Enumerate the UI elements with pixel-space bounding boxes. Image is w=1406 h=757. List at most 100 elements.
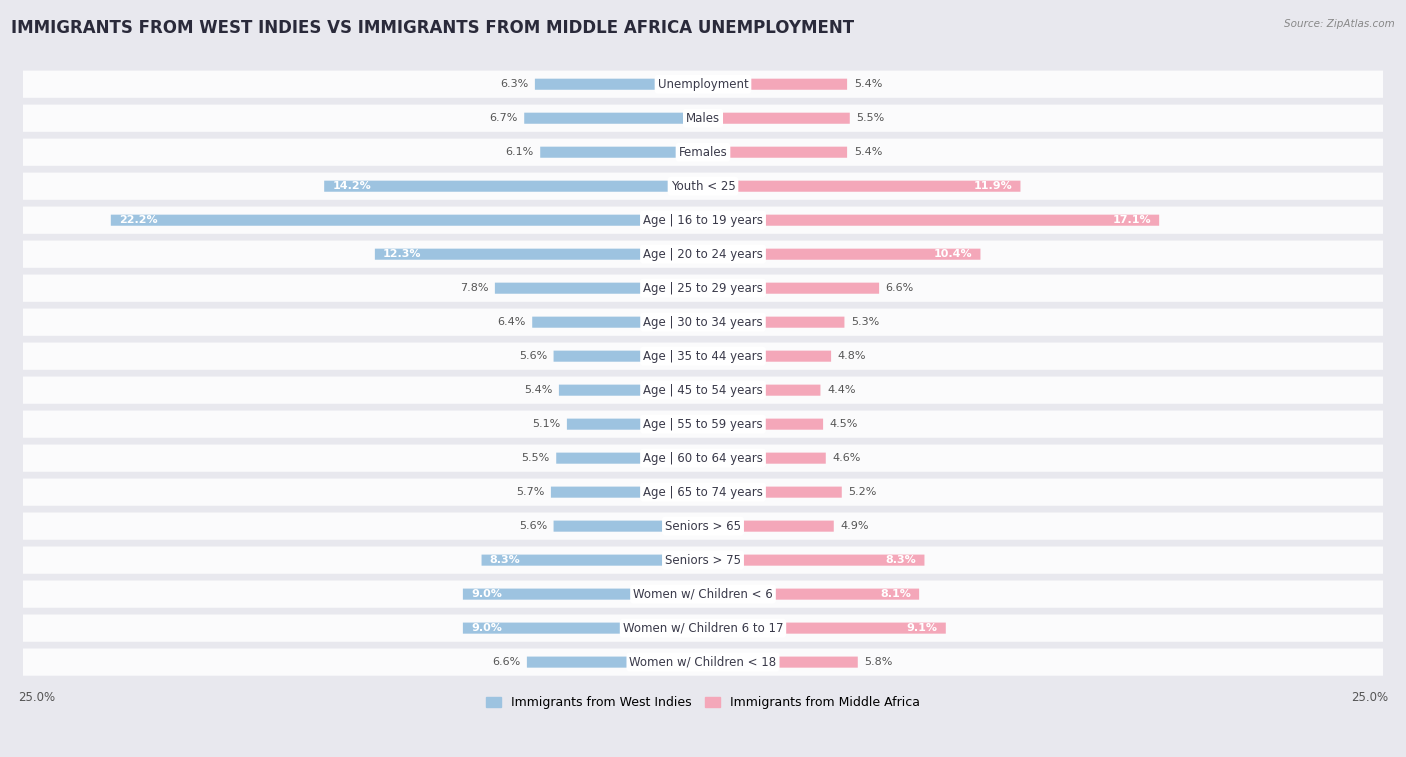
- FancyBboxPatch shape: [22, 343, 1384, 369]
- FancyBboxPatch shape: [567, 419, 703, 430]
- Text: 7.8%: 7.8%: [460, 283, 488, 293]
- Text: Age | 55 to 59 years: Age | 55 to 59 years: [643, 418, 763, 431]
- Text: 5.5%: 5.5%: [522, 453, 550, 463]
- FancyBboxPatch shape: [22, 207, 1384, 234]
- Text: 5.6%: 5.6%: [519, 351, 547, 361]
- FancyBboxPatch shape: [527, 656, 703, 668]
- FancyBboxPatch shape: [703, 147, 846, 157]
- FancyBboxPatch shape: [703, 453, 825, 464]
- FancyBboxPatch shape: [551, 487, 703, 497]
- Text: 6.1%: 6.1%: [505, 147, 534, 157]
- FancyBboxPatch shape: [703, 248, 980, 260]
- FancyBboxPatch shape: [560, 385, 703, 396]
- FancyBboxPatch shape: [703, 215, 1159, 226]
- Text: 5.6%: 5.6%: [519, 521, 547, 531]
- FancyBboxPatch shape: [22, 104, 1384, 132]
- Text: 4.4%: 4.4%: [827, 385, 855, 395]
- Text: Source: ZipAtlas.com: Source: ZipAtlas.com: [1284, 19, 1395, 29]
- Text: Males: Males: [686, 112, 720, 125]
- Text: 8.1%: 8.1%: [880, 589, 911, 599]
- Text: 5.4%: 5.4%: [524, 385, 553, 395]
- Text: Seniors > 65: Seniors > 65: [665, 519, 741, 533]
- Text: 9.1%: 9.1%: [907, 623, 938, 633]
- FancyBboxPatch shape: [463, 622, 703, 634]
- FancyBboxPatch shape: [554, 521, 703, 531]
- Text: Women w/ Children < 6: Women w/ Children < 6: [633, 587, 773, 600]
- FancyBboxPatch shape: [703, 282, 879, 294]
- Text: 11.9%: 11.9%: [973, 181, 1012, 192]
- FancyBboxPatch shape: [703, 656, 858, 668]
- Text: IMMIGRANTS FROM WEST INDIES VS IMMIGRANTS FROM MIDDLE AFRICA UNEMPLOYMENT: IMMIGRANTS FROM WEST INDIES VS IMMIGRANT…: [11, 19, 855, 37]
- Text: 9.0%: 9.0%: [471, 589, 502, 599]
- FancyBboxPatch shape: [481, 555, 703, 565]
- FancyBboxPatch shape: [703, 487, 842, 497]
- Text: Women w/ Children < 18: Women w/ Children < 18: [630, 656, 776, 668]
- Text: 6.6%: 6.6%: [886, 283, 914, 293]
- FancyBboxPatch shape: [495, 282, 703, 294]
- Text: 5.4%: 5.4%: [853, 79, 882, 89]
- FancyBboxPatch shape: [463, 589, 703, 600]
- FancyBboxPatch shape: [703, 622, 946, 634]
- FancyBboxPatch shape: [22, 309, 1384, 336]
- Text: 5.7%: 5.7%: [516, 488, 544, 497]
- Text: Age | 60 to 64 years: Age | 60 to 64 years: [643, 452, 763, 465]
- Text: 9.0%: 9.0%: [471, 623, 502, 633]
- Text: Youth < 25: Youth < 25: [671, 179, 735, 193]
- FancyBboxPatch shape: [22, 615, 1384, 642]
- FancyBboxPatch shape: [22, 547, 1384, 574]
- Text: Age | 35 to 44 years: Age | 35 to 44 years: [643, 350, 763, 363]
- FancyBboxPatch shape: [554, 350, 703, 362]
- FancyBboxPatch shape: [22, 139, 1384, 166]
- Text: Age | 45 to 54 years: Age | 45 to 54 years: [643, 384, 763, 397]
- Text: 6.4%: 6.4%: [498, 317, 526, 327]
- Text: Age | 16 to 19 years: Age | 16 to 19 years: [643, 213, 763, 226]
- FancyBboxPatch shape: [703, 589, 920, 600]
- Text: 6.6%: 6.6%: [492, 657, 520, 667]
- FancyBboxPatch shape: [703, 181, 1021, 192]
- FancyBboxPatch shape: [375, 248, 703, 260]
- Text: 22.2%: 22.2%: [120, 215, 157, 225]
- Text: 8.3%: 8.3%: [489, 555, 520, 565]
- FancyBboxPatch shape: [703, 113, 849, 123]
- FancyBboxPatch shape: [557, 453, 703, 464]
- FancyBboxPatch shape: [703, 316, 845, 328]
- Text: 4.9%: 4.9%: [841, 521, 869, 531]
- Text: 5.8%: 5.8%: [865, 657, 893, 667]
- FancyBboxPatch shape: [540, 147, 703, 157]
- FancyBboxPatch shape: [111, 215, 703, 226]
- FancyBboxPatch shape: [22, 173, 1384, 200]
- FancyBboxPatch shape: [703, 419, 823, 430]
- FancyBboxPatch shape: [703, 350, 831, 362]
- FancyBboxPatch shape: [703, 555, 925, 565]
- FancyBboxPatch shape: [703, 521, 834, 531]
- FancyBboxPatch shape: [703, 385, 821, 396]
- FancyBboxPatch shape: [22, 70, 1384, 98]
- Text: Age | 25 to 29 years: Age | 25 to 29 years: [643, 282, 763, 294]
- Legend: Immigrants from West Indies, Immigrants from Middle Africa: Immigrants from West Indies, Immigrants …: [481, 691, 925, 714]
- FancyBboxPatch shape: [533, 316, 703, 328]
- FancyBboxPatch shape: [703, 79, 846, 90]
- Text: Unemployment: Unemployment: [658, 78, 748, 91]
- FancyBboxPatch shape: [22, 275, 1384, 302]
- Text: Seniors > 75: Seniors > 75: [665, 553, 741, 567]
- Text: 4.5%: 4.5%: [830, 419, 858, 429]
- FancyBboxPatch shape: [22, 410, 1384, 438]
- FancyBboxPatch shape: [22, 478, 1384, 506]
- Text: 5.1%: 5.1%: [531, 419, 561, 429]
- Text: 14.2%: 14.2%: [332, 181, 371, 192]
- FancyBboxPatch shape: [22, 649, 1384, 676]
- Text: 5.3%: 5.3%: [851, 317, 879, 327]
- Text: 6.3%: 6.3%: [501, 79, 529, 89]
- Text: 4.6%: 4.6%: [832, 453, 860, 463]
- Text: 12.3%: 12.3%: [382, 249, 422, 259]
- Text: 6.7%: 6.7%: [489, 114, 517, 123]
- Text: Age | 20 to 24 years: Age | 20 to 24 years: [643, 248, 763, 260]
- FancyBboxPatch shape: [524, 113, 703, 123]
- FancyBboxPatch shape: [325, 181, 703, 192]
- FancyBboxPatch shape: [22, 512, 1384, 540]
- Text: 10.4%: 10.4%: [934, 249, 973, 259]
- FancyBboxPatch shape: [22, 444, 1384, 472]
- Text: 8.3%: 8.3%: [886, 555, 917, 565]
- Text: Females: Females: [679, 145, 727, 159]
- Text: 5.4%: 5.4%: [853, 147, 882, 157]
